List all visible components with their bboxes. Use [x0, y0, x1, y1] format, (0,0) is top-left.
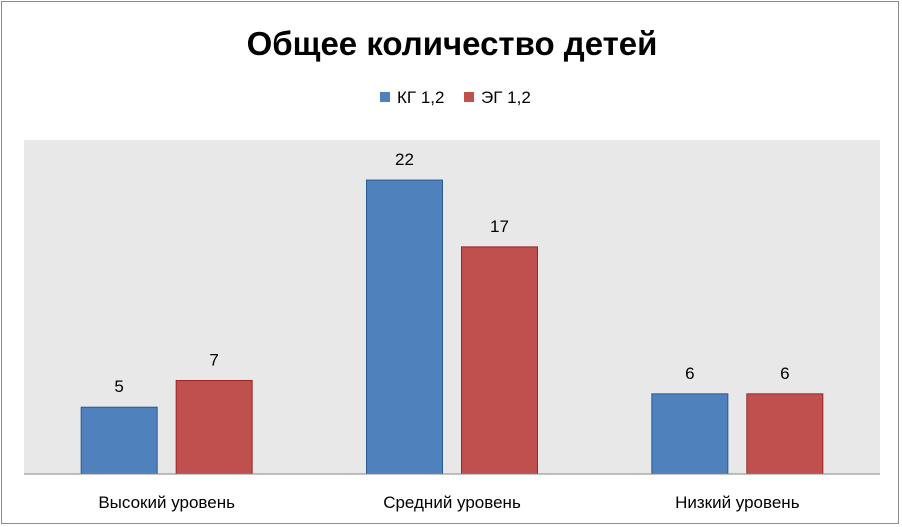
value-label-2-1: 7: [209, 350, 218, 369]
value-label-2-2: 17: [490, 217, 509, 236]
legend-label-2: ЭГ 1,2: [481, 88, 531, 107]
legend-swatch-2: [464, 92, 474, 102]
bars: [80, 179, 824, 475]
value-label-1-2: 22: [395, 150, 414, 169]
bar-2-3: [746, 393, 824, 475]
value-labels: 5 7 22 17 6 6: [114, 150, 789, 396]
chart-title: Общее количество детей: [247, 25, 658, 62]
value-label-1-1: 5: [114, 377, 123, 396]
category-label-2: Средний уровень: [383, 493, 521, 512]
category-label-1: Высокий уровень: [98, 493, 235, 512]
bar-1-1: [80, 406, 158, 475]
value-label-1-3: 6: [685, 364, 694, 383]
legend-swatch-1: [380, 92, 390, 102]
category-labels: Высокий уровень Средний уровень Низкий уро…: [98, 493, 799, 512]
category-label-3: Низкий уровень: [675, 493, 800, 512]
legend: КГ 1,2 ЭГ 1,2: [380, 88, 531, 107]
bar-1-3: [651, 393, 729, 475]
bar-2-1: [175, 379, 253, 475]
plot-area: [24, 140, 880, 474]
legend-label-1: КГ 1,2: [397, 88, 444, 107]
value-label-2-3: 6: [780, 364, 789, 383]
bar-2-2: [461, 246, 538, 475]
bar-1-2: [366, 179, 443, 475]
